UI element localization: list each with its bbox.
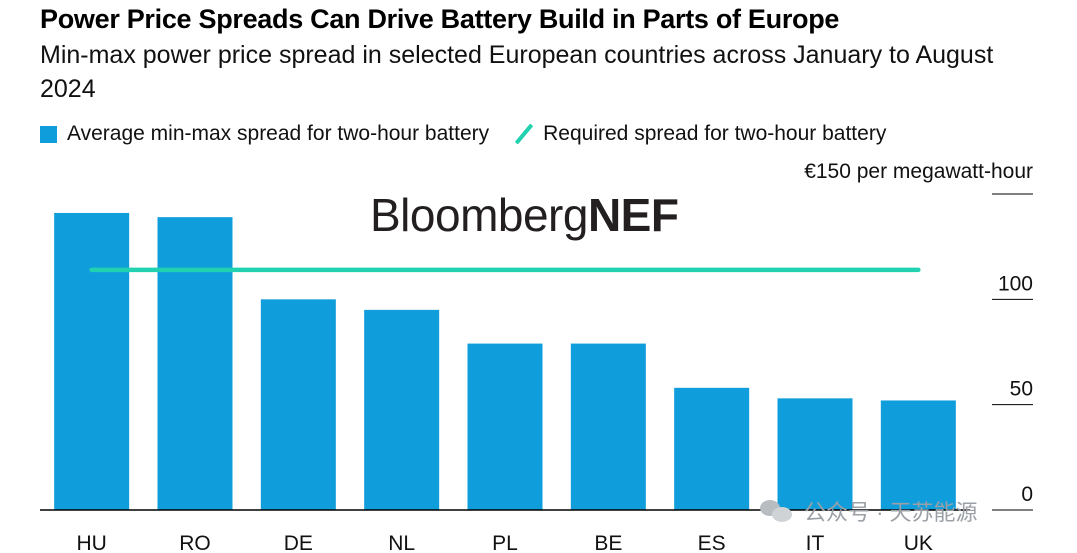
legend-bar-swatch [40, 125, 57, 143]
bar-uk [880, 400, 956, 510]
x-tick-label-be: BE [594, 532, 622, 553]
bar-pl [467, 343, 543, 510]
bar-it [777, 398, 853, 510]
legend-bar-label: Average min-max spread for two-hour batt… [67, 122, 490, 145]
y-axis-unit-label: €150 per megawatt-hour [804, 160, 1033, 183]
x-tick-label-uk: UK [904, 532, 933, 553]
chart-subtitle: Min-max power price spread in selected E… [40, 41, 994, 103]
x-tick-label-pl: PL [492, 532, 518, 553]
wechat-icon [760, 498, 794, 524]
y-tick-label-50: 50 [1010, 378, 1033, 401]
legend-line-label: Required spread for two-hour battery [543, 122, 887, 145]
bar-de [260, 299, 336, 510]
x-tick-label-hu: HU [76, 532, 106, 553]
y-tick-label-100: 100 [998, 272, 1033, 295]
x-tick-label-ro: RO [179, 532, 211, 553]
x-tick-label-it: IT [806, 532, 825, 553]
x-tick-label-es: ES [698, 532, 726, 553]
bar-es [674, 387, 750, 510]
legend: Average min-max spread for two-hour batt… [40, 122, 886, 146]
bloombergnef-logo: BloombergNEF [370, 189, 679, 241]
bar-ro [157, 217, 233, 510]
y-tick-label-0: 0 [1021, 483, 1033, 506]
bar-be [570, 343, 646, 510]
watermark: 公众号 · 天苏能源 [760, 495, 978, 527]
chart-title: Power Price Spreads Can Drive Battery Bu… [40, 4, 840, 34]
bar-nl [364, 309, 440, 510]
watermark-text: 公众号 · 天苏能源 [804, 500, 978, 525]
x-tick-label-nl: NL [388, 532, 415, 553]
x-tick-label-de: DE [284, 532, 313, 553]
bar-hu [54, 212, 130, 510]
